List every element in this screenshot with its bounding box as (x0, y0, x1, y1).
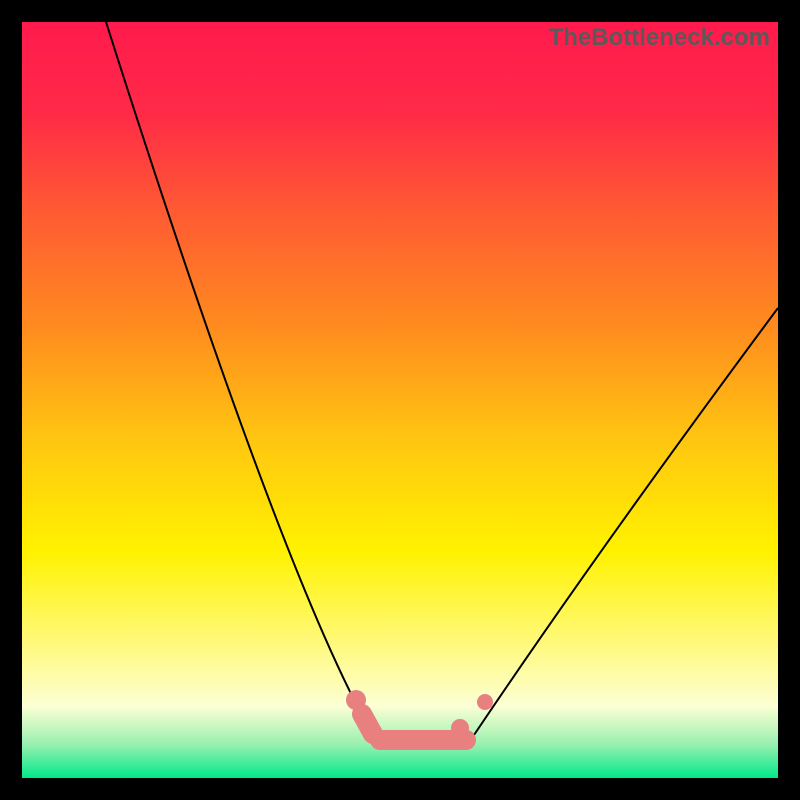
v-curve (106, 22, 778, 735)
watermark-text: TheBottleneck.com (549, 24, 770, 52)
marker-group (346, 690, 493, 740)
curve-layer (22, 22, 778, 778)
plot-area: TheBottleneck.com (22, 22, 778, 778)
chart-frame: TheBottleneck.com (0, 0, 800, 800)
